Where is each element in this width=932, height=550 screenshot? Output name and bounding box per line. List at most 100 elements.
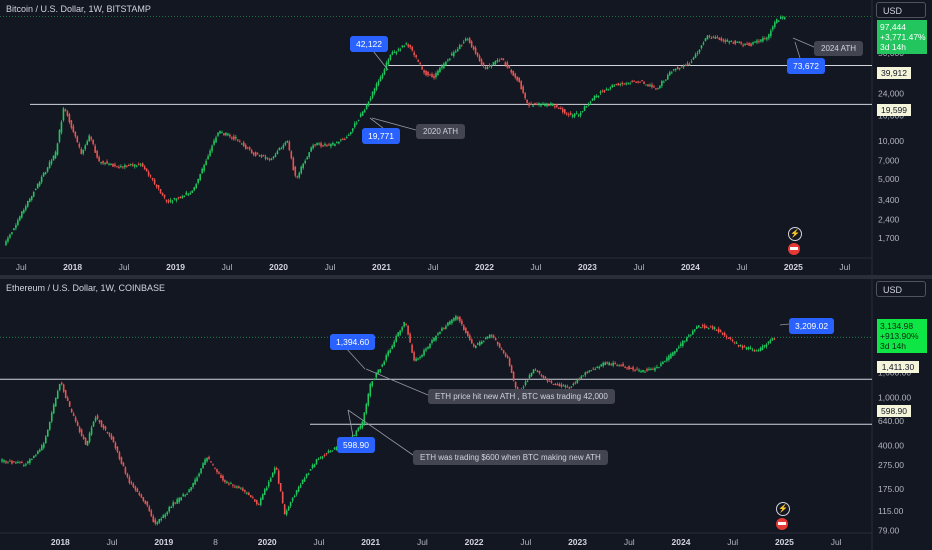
pane-divider[interactable] (0, 275, 932, 279)
candle-body (571, 115, 574, 117)
candle-body (72, 413, 75, 416)
eth-callout-target[interactable]: 3,209.02 (789, 318, 835, 334)
candle-body (272, 156, 275, 159)
eth-note-600[interactable]: ETH was trading $600 when BTC making new… (413, 450, 608, 465)
candle-body (581, 111, 584, 113)
eth-chart-pane[interactable]: 4,000.001,600.001,000.00640.00400.00275.… (0, 279, 932, 550)
us-flag-icon[interactable] (776, 518, 788, 530)
candle-body (223, 133, 225, 135)
candle-body (646, 368, 648, 371)
candle-body (482, 341, 485, 343)
candle-body (221, 132, 223, 134)
candle-body (714, 37, 717, 39)
btc-chart-pane[interactable]: 50,00034,00024,00016,00010,0007,0005,000… (0, 0, 932, 275)
candle-body (357, 427, 360, 432)
candle-body (697, 325, 700, 328)
candle-body (636, 368, 638, 370)
candle-body (680, 66, 683, 68)
candle-body (765, 344, 768, 347)
candle-body (355, 122, 358, 124)
btc-callout-2024-ath[interactable]: 2024 ATH (814, 41, 863, 56)
eth-note-new-ath[interactable]: ETH price hit new ATH , BTC was trading … (428, 389, 615, 404)
candle-body (112, 163, 114, 167)
candle-body (275, 467, 278, 470)
btc-callout-peak-2021[interactable]: 42,122 (350, 36, 388, 52)
lightning-icon[interactable]: ⚡ (788, 227, 802, 241)
candle-body (498, 60, 501, 62)
candle-body (660, 363, 662, 366)
candle-body (391, 345, 393, 349)
lightning-icon[interactable]: ⚡ (776, 502, 790, 516)
candle-body (766, 37, 768, 40)
candle-body (496, 341, 499, 345)
btc-chart-title: Bitcoin / U.S. Dollar, 1W, BITSTAMP (6, 4, 151, 14)
candle-body (140, 494, 143, 498)
candle-body (195, 184, 198, 189)
candle-body (661, 81, 663, 86)
eth-callout-base[interactable]: 598.90 (337, 437, 375, 453)
x-tick-label: 8 (213, 537, 218, 547)
candle-body (44, 172, 47, 175)
candle-body (363, 412, 366, 425)
btc-callout-breakout[interactable]: 19,771 (362, 128, 400, 144)
candle-body (514, 73, 517, 78)
candle-body (663, 81, 665, 83)
candle-body (84, 145, 87, 150)
candle-body (183, 195, 186, 198)
candle-body (120, 165, 122, 167)
candle-body (313, 464, 316, 468)
candle-body (244, 144, 247, 149)
candle-body (27, 461, 29, 464)
candle-body (233, 136, 235, 140)
candle-body (744, 43, 746, 45)
us-flag-icon[interactable] (788, 243, 800, 255)
candle-body (612, 362, 614, 366)
eth-currency-button[interactable]: USD (876, 281, 926, 297)
x-tick-label: Jul (633, 262, 644, 272)
candle-body (554, 383, 557, 386)
candle-body (721, 333, 724, 335)
candle-body (98, 157, 100, 162)
candle-body (443, 328, 445, 330)
btc-chart-svg[interactable]: 50,00034,00024,00016,00010,0007,0005,000… (0, 0, 932, 275)
candle-body (463, 325, 465, 331)
candle-body (324, 143, 326, 146)
candle-body (593, 95, 596, 100)
candle-body (578, 379, 581, 381)
candle-body (764, 38, 766, 40)
btc-currency-button[interactable]: USD (876, 2, 926, 18)
candle-body (718, 37, 721, 40)
eth-callout-peak-2021[interactable]: 1,394.60 (330, 334, 376, 350)
candle-body (5, 241, 7, 246)
candle-body (33, 456, 35, 459)
candle-body (19, 461, 21, 463)
candle-body (684, 64, 687, 66)
candle-body (248, 492, 250, 496)
callout-connector (344, 346, 366, 370)
candle-body (518, 77, 520, 82)
candle-body (136, 488, 139, 493)
candle-body (158, 518, 161, 523)
candle-body (367, 101, 370, 106)
candle-body (395, 51, 398, 54)
candle-body (265, 487, 268, 491)
candle-body (652, 368, 654, 370)
candle-body (563, 109, 566, 114)
candle-body (309, 469, 312, 471)
btc-callout-level-2024[interactable]: 73,672 (787, 58, 825, 74)
btc-callout-2020-ath[interactable]: 2020 ATH (416, 124, 465, 139)
candle-body (643, 81, 645, 85)
candle-body (229, 134, 231, 137)
candle-body (100, 162, 102, 164)
candle-body (421, 354, 423, 357)
candle-body (740, 41, 742, 44)
candle-body (397, 49, 400, 51)
candle-body (15, 462, 17, 464)
candle-body (644, 371, 646, 373)
candle-body (347, 134, 350, 136)
candle-body (328, 144, 330, 146)
candle-body (455, 316, 457, 320)
candle-body (299, 485, 302, 488)
btc-change: +3,771.47% (880, 32, 926, 42)
candle-body (306, 157, 308, 160)
